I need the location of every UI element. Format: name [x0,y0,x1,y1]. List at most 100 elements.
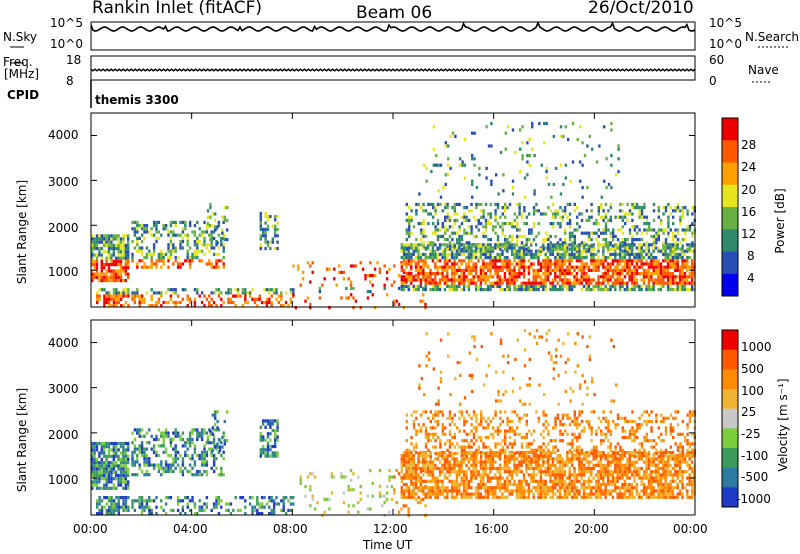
data-cell [215,466,218,470]
data-cell [117,448,120,452]
data-cell [676,202,680,206]
data-cell [203,463,206,467]
data-cell [588,234,591,238]
data-cell [489,202,492,206]
data-cell [172,233,175,237]
data-cell [115,441,118,446]
data-cell [467,495,471,499]
data-cell [573,268,576,272]
data-cell [100,470,103,474]
data-cell [611,460,615,464]
data-cell [510,275,514,279]
data-cell [227,502,230,506]
data-cell [534,281,538,285]
data-cell [489,259,492,263]
data-cell [534,256,538,260]
data-cell [482,486,485,490]
data-cell [498,256,502,260]
data-cell [525,463,528,467]
data-cell [496,241,500,245]
data-cell [299,478,302,482]
data-cell [117,457,120,462]
velocity-panel-bg [91,320,695,515]
data-cell [635,268,639,272]
data-cell [686,281,689,285]
data-cell [455,489,459,493]
data-cell [400,265,403,269]
data-cell [597,278,600,282]
data-cell [619,215,622,219]
data-cell [499,150,503,154]
data-cell [604,222,608,226]
data-cell [417,249,420,253]
data-cell [614,268,617,272]
data-cell [479,272,483,276]
data-cell [652,281,655,285]
data-cell [618,262,622,266]
data-cell [232,508,235,512]
data-cell [683,262,687,266]
data-cell [150,288,153,292]
data-cell [167,259,170,263]
data-cell [489,454,492,458]
data-cell [534,473,538,477]
data-cell [472,460,475,464]
data-cell [616,479,619,483]
data-cell [549,246,552,250]
data-cell [272,505,276,509]
data-cell [414,476,418,480]
data-cell [645,272,648,276]
data-cell [678,272,682,276]
data-cell [117,247,120,251]
data-cell [520,265,523,269]
data-cell [100,486,103,490]
data-cell [566,288,569,292]
data-cell [439,163,443,167]
data-cell [621,278,624,282]
data-cell [176,463,180,467]
data-cell [110,467,113,471]
data-cell [554,247,557,251]
data-cell [100,445,103,449]
data-cell [393,491,396,495]
data-cell [470,476,473,480]
data-cell [534,268,538,272]
data-cell [269,240,272,244]
data-cell [525,243,528,247]
data-cell [112,477,115,481]
data-cell [400,281,403,285]
data-cell [122,448,125,452]
data-cell [650,272,653,276]
data-cell [570,489,574,493]
data-cell [444,238,447,242]
data-cell [467,246,471,250]
data-cell [518,206,521,210]
data-cell [561,252,564,256]
data-cell [558,460,562,464]
data-cell [477,228,480,232]
data-cell [424,470,427,474]
data-cell [176,265,180,269]
data-cell [657,268,660,272]
data-cell [628,288,631,292]
data-cell [606,278,610,282]
data-cell [499,225,502,229]
data-cell [179,240,182,244]
data-cell [364,274,367,278]
data-cell [443,473,447,477]
data-cell [289,502,293,506]
data-cell [508,482,511,487]
data-cell [93,243,96,247]
data-cell [264,221,267,225]
data-cell [479,281,483,285]
data-cell [590,249,593,253]
data-cell [188,508,192,512]
data-cell [532,252,535,256]
data-cell [528,212,531,216]
data-cell [453,495,456,499]
data-cell [628,463,631,467]
data-cell [640,284,643,288]
data-cell [152,243,156,247]
data-cell [530,284,533,288]
data-cell [650,256,653,260]
